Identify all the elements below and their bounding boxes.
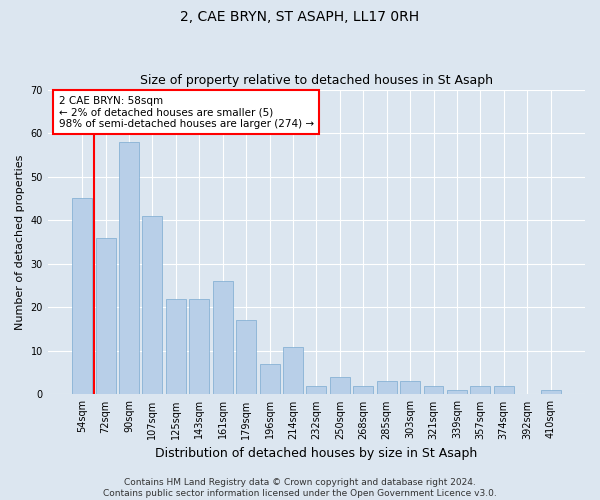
Bar <box>72 198 92 394</box>
Bar <box>424 386 443 394</box>
Bar <box>353 386 373 394</box>
Bar <box>541 390 560 394</box>
Bar <box>330 377 350 394</box>
Bar <box>494 386 514 394</box>
Bar <box>470 386 490 394</box>
Bar <box>142 216 163 394</box>
Bar <box>260 364 280 394</box>
Text: 2 CAE BRYN: 58sqm
← 2% of detached houses are smaller (5)
98% of semi-detached h: 2 CAE BRYN: 58sqm ← 2% of detached house… <box>59 96 314 129</box>
Y-axis label: Number of detached properties: Number of detached properties <box>15 154 25 330</box>
Bar <box>377 382 397 394</box>
Bar <box>95 238 116 394</box>
Bar <box>400 382 420 394</box>
Bar <box>190 298 209 394</box>
Bar <box>213 281 233 394</box>
Title: Size of property relative to detached houses in St Asaph: Size of property relative to detached ho… <box>140 74 493 87</box>
Bar <box>283 346 303 395</box>
Text: 2, CAE BRYN, ST ASAPH, LL17 0RH: 2, CAE BRYN, ST ASAPH, LL17 0RH <box>181 10 419 24</box>
Bar <box>236 320 256 394</box>
Bar <box>166 298 186 394</box>
Bar <box>119 142 139 395</box>
X-axis label: Distribution of detached houses by size in St Asaph: Distribution of detached houses by size … <box>155 447 478 460</box>
Text: Contains HM Land Registry data © Crown copyright and database right 2024.
Contai: Contains HM Land Registry data © Crown c… <box>103 478 497 498</box>
Bar <box>447 390 467 394</box>
Bar <box>307 386 326 394</box>
